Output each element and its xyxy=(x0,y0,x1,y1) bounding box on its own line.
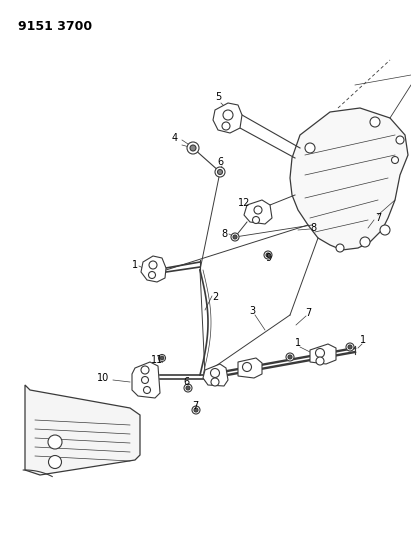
Text: 7: 7 xyxy=(375,213,381,223)
Circle shape xyxy=(360,237,370,247)
Circle shape xyxy=(288,355,292,359)
Circle shape xyxy=(190,145,196,151)
Text: 3: 3 xyxy=(249,306,255,316)
Circle shape xyxy=(305,143,315,153)
Circle shape xyxy=(233,235,237,239)
Circle shape xyxy=(148,271,155,279)
Circle shape xyxy=(392,157,399,164)
Text: 1: 1 xyxy=(295,338,301,348)
Circle shape xyxy=(48,456,62,469)
Circle shape xyxy=(159,354,166,361)
Circle shape xyxy=(316,349,325,358)
Circle shape xyxy=(184,384,192,392)
Circle shape xyxy=(242,362,252,372)
Circle shape xyxy=(194,408,198,412)
Circle shape xyxy=(231,233,239,241)
Polygon shape xyxy=(141,256,166,282)
Circle shape xyxy=(187,142,199,154)
Circle shape xyxy=(149,261,157,269)
Text: 4: 4 xyxy=(172,133,178,143)
Text: 9151 3700: 9151 3700 xyxy=(18,20,92,33)
Polygon shape xyxy=(25,385,140,475)
Circle shape xyxy=(217,169,222,174)
Circle shape xyxy=(316,357,324,365)
Circle shape xyxy=(348,345,352,349)
Text: 7: 7 xyxy=(305,308,311,318)
Circle shape xyxy=(141,376,148,384)
Text: 5: 5 xyxy=(215,92,221,102)
Circle shape xyxy=(48,435,62,449)
Polygon shape xyxy=(290,108,408,250)
Text: 10: 10 xyxy=(97,373,109,383)
Circle shape xyxy=(252,216,259,223)
Circle shape xyxy=(346,343,354,351)
Circle shape xyxy=(336,244,344,252)
Circle shape xyxy=(254,206,262,214)
Text: 6: 6 xyxy=(217,157,223,167)
Circle shape xyxy=(160,356,164,360)
Text: 9: 9 xyxy=(265,253,271,263)
Circle shape xyxy=(141,366,149,374)
Text: 1: 1 xyxy=(132,260,138,270)
Polygon shape xyxy=(244,200,272,224)
Circle shape xyxy=(223,110,233,120)
Circle shape xyxy=(264,251,272,259)
Circle shape xyxy=(266,253,270,257)
Circle shape xyxy=(286,353,294,361)
Text: 8: 8 xyxy=(221,229,227,239)
Text: 2: 2 xyxy=(212,292,218,302)
Text: 11: 11 xyxy=(151,355,163,365)
Circle shape xyxy=(143,386,150,393)
Circle shape xyxy=(370,117,380,127)
Text: 12: 12 xyxy=(238,198,250,208)
Text: 6: 6 xyxy=(183,377,189,387)
Circle shape xyxy=(192,406,200,414)
Circle shape xyxy=(211,378,219,386)
Text: 7: 7 xyxy=(192,401,198,411)
Polygon shape xyxy=(238,358,262,378)
Polygon shape xyxy=(310,344,336,364)
Circle shape xyxy=(222,122,230,130)
Text: 1: 1 xyxy=(360,335,366,345)
Circle shape xyxy=(186,386,190,390)
Text: 8: 8 xyxy=(310,223,316,233)
Polygon shape xyxy=(132,362,160,398)
Circle shape xyxy=(396,136,404,144)
Circle shape xyxy=(215,167,225,177)
Polygon shape xyxy=(203,364,228,386)
Polygon shape xyxy=(213,103,242,133)
Circle shape xyxy=(380,225,390,235)
Circle shape xyxy=(210,368,219,377)
